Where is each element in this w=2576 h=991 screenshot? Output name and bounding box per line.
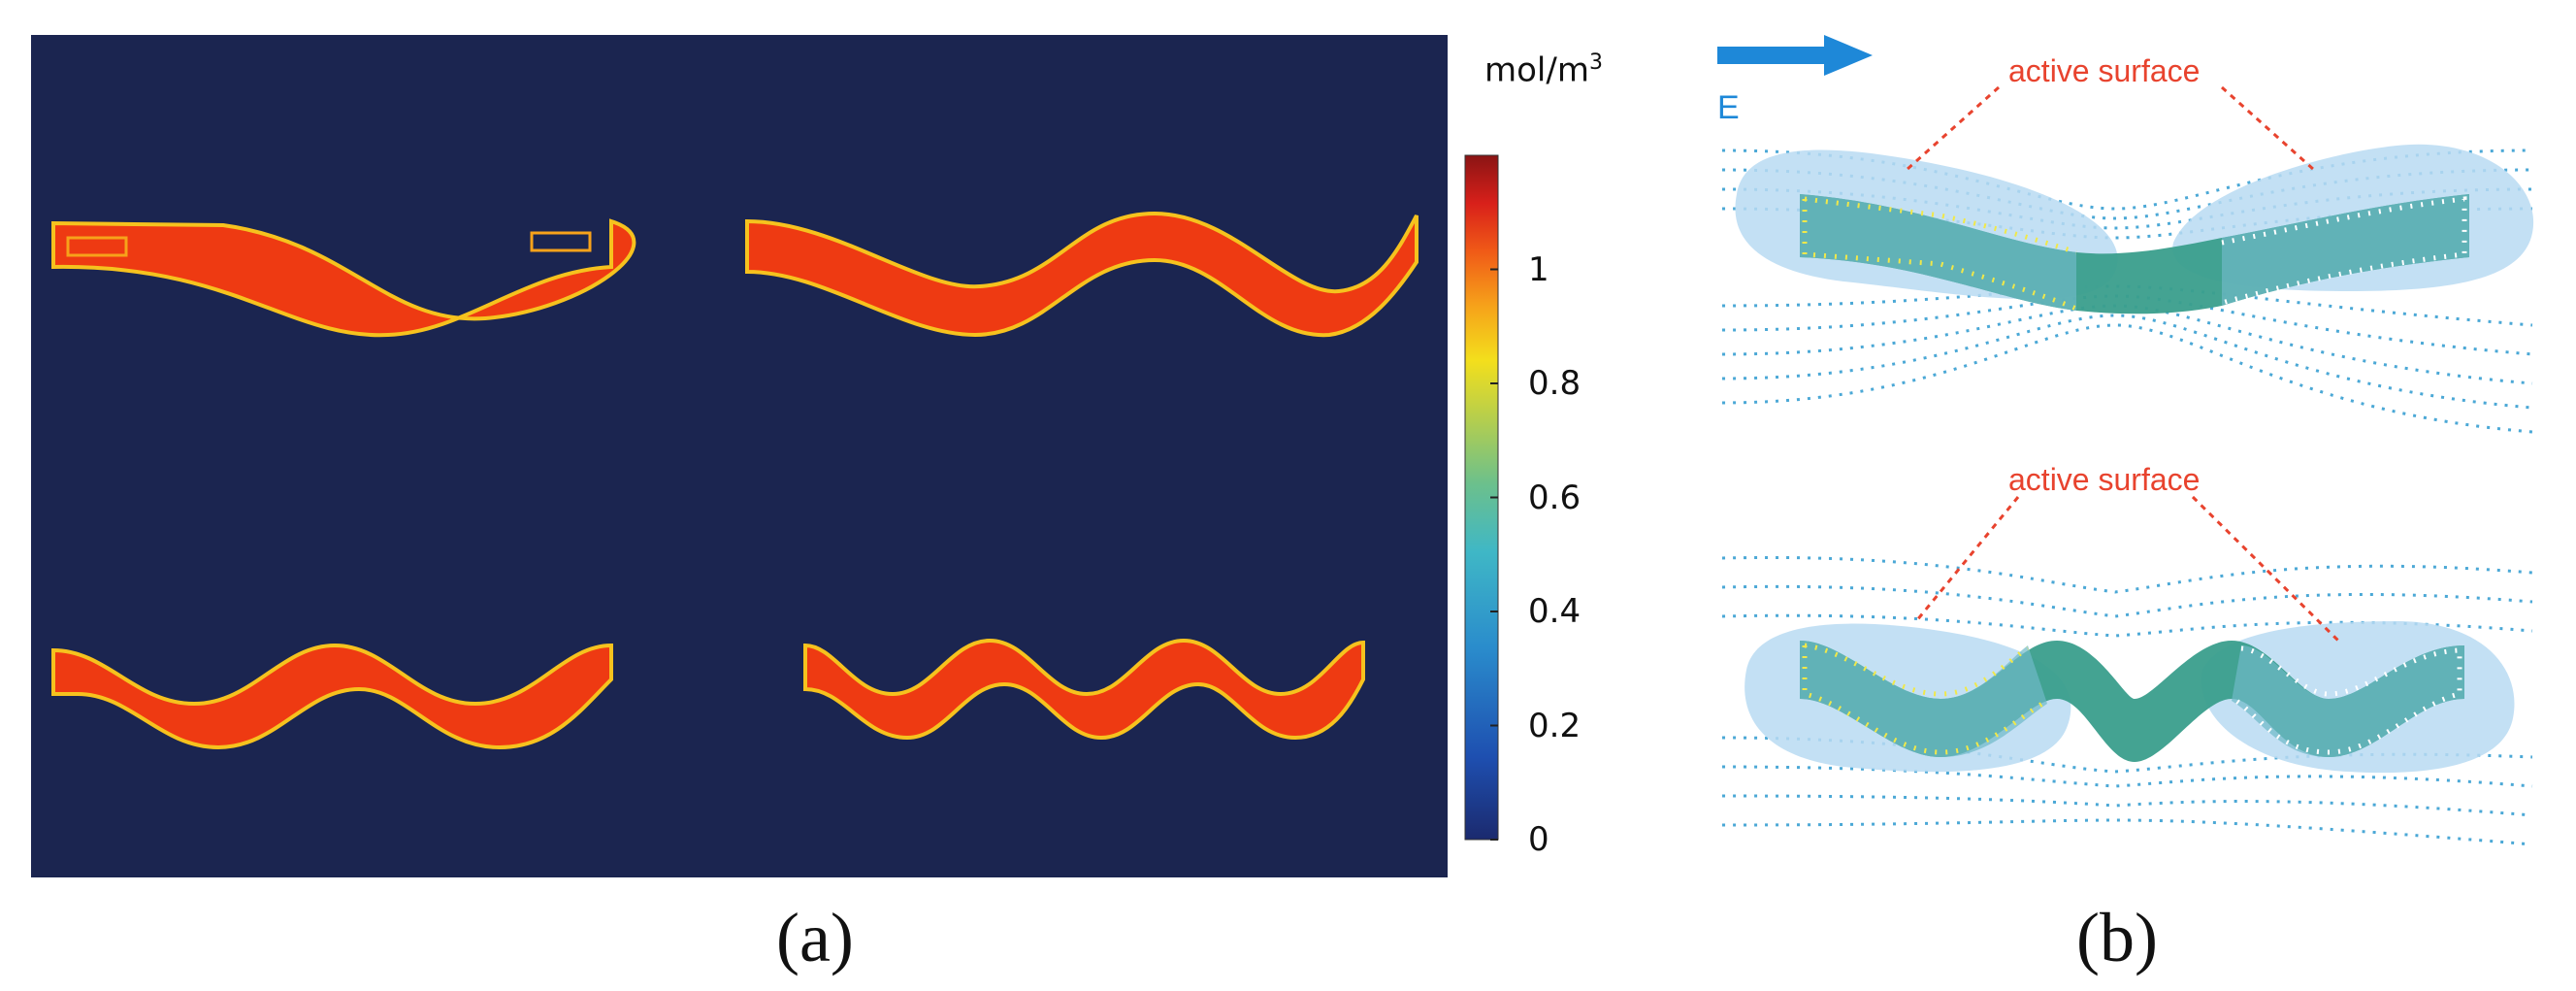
electrode-shape-2 [745,211,1418,338]
colorbar-tick-marks [1490,268,1498,841]
top-electrode-right-overlay [2222,194,2469,306]
electrode-shape-4 [803,638,1365,741]
panel-b: E active surface [1717,35,2534,846]
bottom-electrode-right-overlay [2232,645,2464,757]
field-label: E [1717,89,1740,126]
concentration-map-background [31,35,1448,877]
panel-b-caption: (b) [2076,899,2158,976]
colorbar-tick-label: 0.2 [1528,706,1581,745]
electrode-shape-3 [51,643,613,750]
colorbar-tick-label: 0.4 [1528,592,1581,631]
top-annotation-leader-right [2220,85,2316,172]
top-electrode-left-overlay [1800,194,2076,311]
colorbar-tick-label: 0 [1528,820,1549,859]
bottom-annotation-leader-left [1914,496,2020,622]
bottom-annotation-label: active surface [2008,462,2200,497]
colorbar-tick-label: 0.8 [1528,364,1581,403]
panel-a-caption: (a) [776,899,854,976]
top-annotation-label: active surface [2008,53,2200,88]
electrode-shape-1-detail-right [530,231,592,252]
colorbar-unit-exponent: 3 [1588,50,1603,75]
colorbar-unit-base: mol/m [1484,50,1589,90]
colorbar-unit-label: mol/m3 [1484,50,1603,89]
top-active-surface-right [2221,196,2467,306]
electrode-shape-1 [51,218,636,338]
colorbar-tick-label: 1 [1528,249,1549,289]
electrode-shape-1-detail-left [66,236,128,257]
bottom-active-surface-left [1802,643,2044,755]
colorbar-tick-label: 0.6 [1528,478,1581,517]
panel-a [31,35,1499,877]
top-annotation-leader-left [1905,85,2001,172]
bottom-electrode-left-overlay [1800,641,2047,757]
field-arrow [1717,35,1873,76]
